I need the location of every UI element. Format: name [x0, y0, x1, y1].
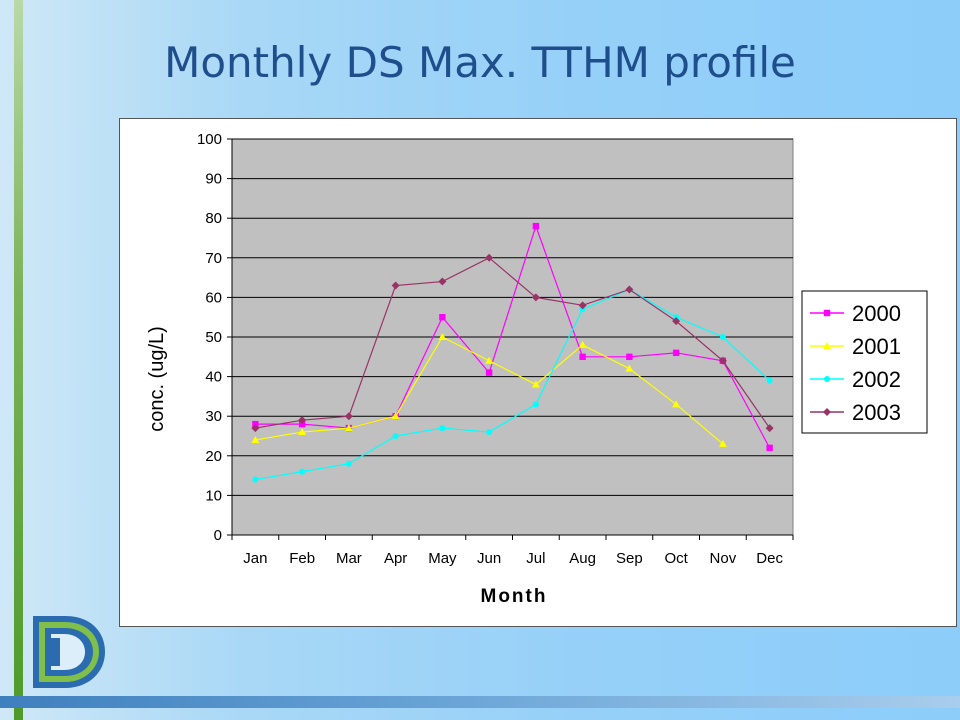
x-tick-label: Sep — [616, 550, 643, 567]
y-tick-label: 30 — [205, 408, 222, 425]
data-point-2002 — [345, 460, 352, 467]
data-point-2002 — [766, 377, 773, 384]
series-line-2003 — [255, 257, 771, 429]
data-point-2001 — [578, 340, 587, 348]
legend-swatch-marker — [823, 408, 831, 416]
line-chart: 0 10 20 30 40 50 60 70 80 90 100 Jan Feb Mar Apr May Jun… — [146, 131, 928, 607]
data-point-2000 — [532, 222, 540, 230]
series-line-2000 — [255, 224, 771, 449]
data-point-2000 — [439, 314, 446, 321]
legend-item-2000: 2000 — [810, 301, 901, 326]
data-point-2003 — [578, 301, 587, 310]
logo-d-stem — [51, 638, 60, 666]
legend — [801, 290, 928, 434]
x-tick-label: Oct — [664, 550, 688, 567]
data-point-2003 — [531, 293, 540, 302]
series-2003 — [251, 253, 774, 433]
data-point-2000 — [485, 369, 493, 376]
y-axis-label: conc. (ug/L) — [146, 326, 168, 432]
y-tick-label: 100 — [197, 131, 222, 148]
x-tick-label: Feb — [289, 550, 315, 567]
data-point-2001 — [485, 356, 494, 364]
data-point-2000 — [672, 349, 680, 357]
data-point-2002 — [719, 334, 726, 340]
legend-label: 2001 — [852, 334, 901, 359]
data-point-2001 — [391, 412, 400, 420]
y-tick-label: 10 — [205, 487, 222, 504]
x-tick-label: May — [428, 550, 457, 567]
data-point-2003 — [672, 317, 681, 326]
data-point-2002 — [532, 401, 539, 408]
x-tick-label: Nov — [710, 550, 737, 567]
left-accent-bar — [14, 0, 23, 720]
data-point-2000 — [626, 353, 633, 360]
chart-frame: 0 10 20 30 40 50 60 70 80 90 100 Jan Feb Mar Apr May Jun… — [119, 118, 957, 627]
legend-swatch-marker — [823, 309, 831, 317]
y-tick-label: 80 — [205, 210, 222, 227]
data-point-2003 — [765, 424, 774, 433]
data-point-2002 — [486, 429, 493, 436]
organization-logo — [33, 616, 105, 688]
y-tick-label: 0 — [214, 527, 222, 544]
legend-label: 2002 — [852, 367, 901, 392]
data-point-2001 — [531, 380, 540, 388]
legend-item-2001: 2001 — [810, 334, 901, 359]
x-axis-label: Month — [481, 586, 548, 607]
data-point-2001 — [298, 428, 307, 436]
x-tick-label: Dec — [756, 550, 783, 567]
data-point-2003 — [251, 424, 260, 433]
y-tick-label: 50 — [205, 329, 222, 346]
y-tick-label: 90 — [205, 171, 222, 188]
data-point-2002 — [252, 476, 259, 483]
data-point-2000 — [766, 444, 773, 452]
slide-title: Monthly DS Max. TTHM profile — [164, 38, 796, 87]
x-tick-label: Mar — [336, 550, 362, 567]
legend-label: 2000 — [852, 301, 901, 326]
data-point-2002 — [392, 433, 399, 439]
data-point-2001 — [672, 400, 681, 408]
data-point-2001 — [438, 333, 447, 340]
data-point-2003 — [344, 412, 353, 421]
data-point-2003 — [438, 277, 447, 286]
legend-item-2002: 2002 — [810, 367, 901, 392]
series-2001 — [251, 333, 727, 447]
bottom-accent-bar — [0, 696, 960, 708]
x-tick-label: Jun — [477, 550, 501, 567]
y-tick-label: 60 — [205, 289, 222, 306]
legend-item-2003: 2003 — [810, 400, 901, 425]
y-tick-label: 70 — [205, 250, 222, 267]
y-tick-label: 20 — [205, 448, 222, 465]
data-point-2001 — [625, 364, 634, 372]
series-line-2002 — [255, 288, 771, 481]
data-point-2003 — [485, 253, 494, 262]
legend-swatch-marker — [824, 376, 830, 382]
data-point-2001 — [718, 439, 727, 447]
data-point-2002 — [439, 425, 446, 432]
x-tick-label: Jan — [243, 550, 267, 567]
data-point-2000 — [579, 353, 586, 360]
x-tick-label: Aug — [569, 550, 596, 567]
x-tick-label: Jul — [526, 550, 545, 567]
data-point-2001 — [344, 424, 353, 432]
data-point-2003 — [298, 416, 307, 425]
data-point-2003 — [391, 281, 400, 290]
y-tick-label: 40 — [205, 369, 222, 386]
x-tick-label: Apr — [384, 550, 407, 567]
legend-swatch-marker — [823, 342, 831, 349]
data-point-2001 — [251, 435, 260, 443]
data-point-2003 — [718, 356, 727, 365]
legend-label: 2003 — [852, 400, 901, 425]
data-point-2003 — [625, 285, 634, 294]
data-point-2002 — [299, 468, 306, 475]
